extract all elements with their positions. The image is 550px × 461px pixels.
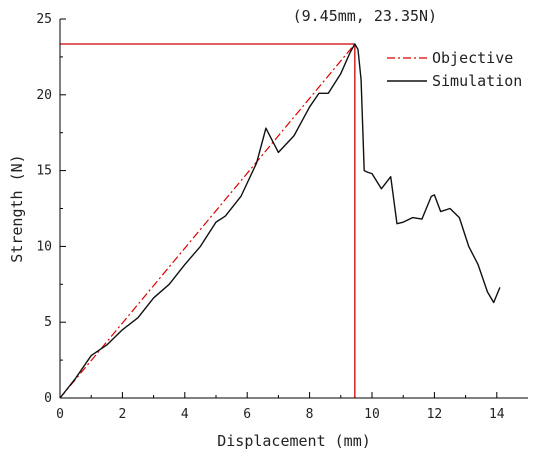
y-ticks: 0 5 10 15 20 25 [36,12,66,406]
x-tick-label: 8 [306,407,314,422]
x-axis-title: Displacement (mm) [217,432,371,450]
x-tick-label: 12 [427,407,443,422]
y-tick-label: 0 [44,391,52,406]
x-tick-label: 10 [364,407,380,422]
x-tick-label: 0 [56,407,64,422]
y-tick-label: 25 [36,12,52,27]
x-tick-label: 2 [118,407,126,422]
legend: Objective Simulation [387,49,522,90]
x-ticks: 0 2 4 6 8 10 12 14 [56,392,505,422]
series-layer [59,43,501,399]
legend-simulation-label: Simulation [432,72,522,90]
objective-series-line [59,43,356,399]
peak-annotation: (9.45mm, 23.35N) [293,7,438,25]
legend-objective-label: Objective [432,49,513,67]
x-tick-label: 4 [181,407,189,422]
y-tick-label: 5 [44,315,52,330]
y-tick-label: 15 [36,164,52,179]
x-tick-label: 6 [243,407,251,422]
y-tick-label: 10 [36,239,52,254]
y-axis-title: Strength (N) [8,154,26,262]
y-tick-label: 20 [36,88,52,103]
simulation-series-line [59,43,501,399]
x-tick-label: 14 [489,407,505,422]
guide-lines [60,43,356,398]
